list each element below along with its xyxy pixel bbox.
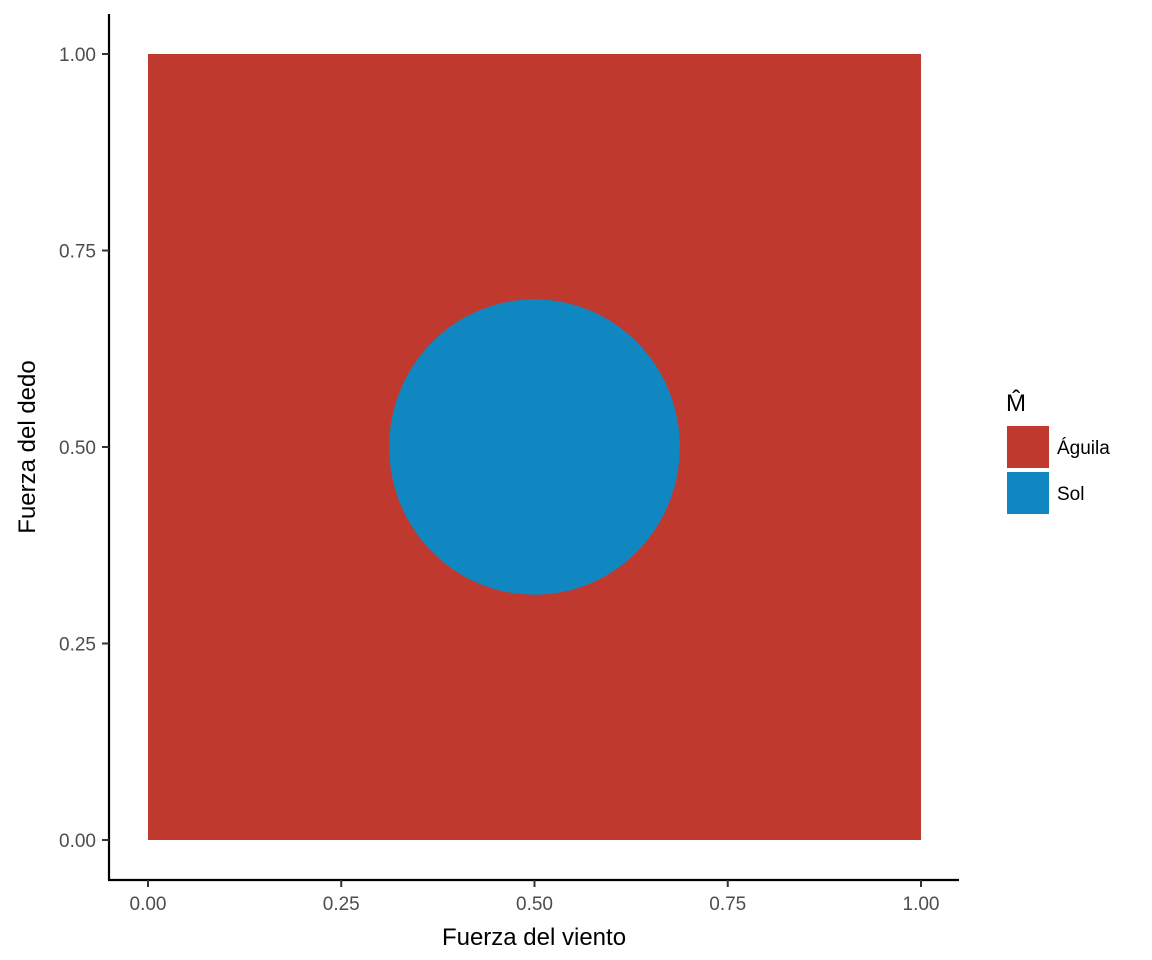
y-ticks: 0.00 0.25 0.50 0.75 1.00: [59, 45, 109, 852]
legend: M̂ Águila Sol: [1006, 389, 1110, 514]
legend-title: M̂: [1006, 389, 1026, 417]
x-tick-label: 0.00: [130, 894, 167, 915]
x-tick-label: 0.25: [323, 894, 360, 915]
plot-regions: [148, 54, 921, 840]
y-tick-label: 0.00: [59, 831, 96, 852]
x-tick-label: 0.75: [709, 894, 746, 915]
y-tick-label: 0.25: [59, 635, 96, 656]
y-tick-label: 0.50: [59, 438, 96, 459]
x-ticks: 0.00 0.25 0.50 0.75 1.00: [130, 880, 940, 915]
x-tick-label: 1.00: [903, 894, 940, 915]
region-sol-circle: [389, 299, 680, 595]
legend-entries: Águila Sol: [1007, 426, 1110, 514]
y-tick-label: 1.00: [59, 45, 96, 66]
legend-key-aguila: [1007, 426, 1049, 468]
x-tick-label: 0.50: [516, 894, 553, 915]
y-axis-title: Fuerza del dedo: [14, 360, 41, 533]
x-axis-title: Fuerza del viento: [442, 924, 626, 951]
legend-label-sol: Sol: [1057, 484, 1084, 505]
legend-key-sol: [1007, 472, 1049, 514]
legend-label-aguila: Águila: [1057, 438, 1110, 459]
y-tick-label: 0.75: [59, 242, 96, 263]
